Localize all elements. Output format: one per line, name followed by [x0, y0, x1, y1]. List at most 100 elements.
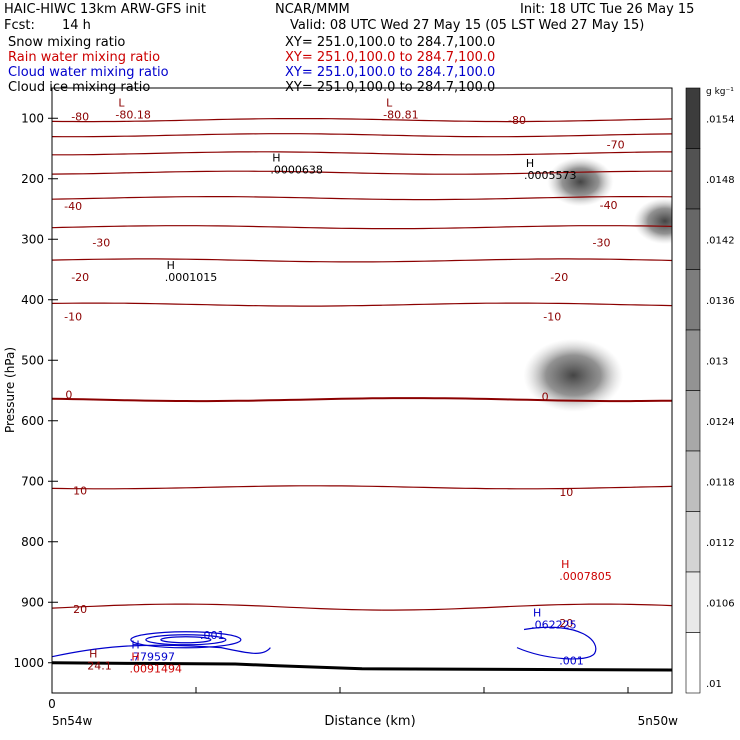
colorbar-swatch — [685, 511, 701, 573]
extremum-mark: H — [526, 157, 534, 170]
snow-mixing-blob — [547, 157, 614, 207]
field-xy-cloud-water: XY= 251.0,100.0 to 284.7,100.0 — [285, 65, 496, 80]
plot-title: HAIC-HIWC 13km ARW-GFS init — [4, 2, 206, 17]
x-start-label: 5n54w — [52, 714, 93, 728]
field-xy-snow: XY= 251.0,100.0 to 284.7,100.0 — [285, 35, 496, 50]
y-tick-label: 700 — [21, 474, 44, 488]
snow-mixing-blob — [523, 338, 624, 412]
snow-mixing-blob — [633, 198, 672, 245]
forecast-label: Fcst: — [4, 18, 35, 33]
cloud-water-contour — [145, 634, 227, 646]
colorbar-tick-label: .01 — [706, 679, 722, 690]
x-end-label: 5n50w — [638, 714, 679, 728]
extremum-mark: H — [533, 606, 541, 619]
colorbar-tick-label: .0142 — [706, 235, 735, 246]
init-time: Init: 18 UTC Tue 26 May 15 — [520, 2, 695, 17]
contour-label: -10 — [64, 311, 82, 324]
temperature-contour — [52, 151, 672, 156]
extremum-value: .0091494 — [130, 663, 183, 676]
field-label-rain: Rain water mixing ratio — [8, 50, 161, 65]
contour-label: -10 — [543, 311, 561, 324]
contour-label: 10 — [559, 486, 573, 499]
cloud-water-contour — [516, 626, 597, 660]
temperature-contour — [52, 603, 672, 611]
colorbar-tick-label: .013 — [706, 356, 728, 367]
colorbar-unit: g kg⁻¹ — [706, 87, 734, 97]
y-tick-label: 300 — [21, 232, 44, 246]
extremum-value: .062225 — [531, 618, 577, 631]
extremum-mark: H — [561, 558, 569, 571]
colorbar-tick-label: .0154 — [706, 114, 735, 125]
y-axis-label: Pressure (hPa) — [3, 347, 17, 433]
extremum-value: -80.81 — [383, 108, 418, 121]
contour-label: -20 — [550, 271, 568, 284]
y-tick-label: 900 — [21, 595, 44, 609]
valid-time: Valid: 08 UTC Wed 27 May 15 (05 LST Wed … — [290, 18, 645, 33]
temperature-contour — [52, 225, 672, 230]
field-label-cloud-water: Cloud water mixing ratio — [8, 65, 169, 80]
field-label-snow: Snow mixing ratio — [8, 35, 126, 50]
extremum-value: .0001015 — [165, 271, 218, 284]
forecast-hours: 14 h — [62, 18, 91, 33]
extremum-value: .0007805 — [559, 570, 612, 583]
temperature-contour — [52, 133, 672, 138]
colorbar-swatch — [685, 450, 701, 512]
colorbar-swatch — [685, 329, 701, 391]
contour-label: -40 — [600, 199, 618, 212]
contour-label: 20 — [73, 603, 87, 616]
y-tick-label: 600 — [21, 414, 44, 428]
colorbar-tick-label: .0124 — [706, 417, 735, 428]
plot-frame — [51, 87, 673, 694]
extremum-mark: H — [131, 639, 139, 652]
y-tick-label: 200 — [21, 172, 44, 186]
extremum-value: 24.1 — [87, 660, 112, 673]
y-tick-label: 500 — [21, 353, 44, 367]
colorbar-swatch — [685, 87, 701, 149]
cloud-water-label: .001 — [200, 629, 225, 642]
y-tick-label: 1000 — [13, 656, 44, 670]
colorbar-tick-label: .0148 — [706, 175, 735, 186]
org-label: NCAR/MMM — [275, 2, 350, 17]
colorbar-swatch — [685, 269, 701, 331]
cloud-water-label: .001 — [559, 655, 584, 668]
x-tick-label: 0 — [48, 697, 56, 711]
contour-label: 20 — [559, 617, 573, 630]
contour-label: -80 — [71, 110, 89, 123]
extremum-value: .0005573 — [524, 169, 577, 182]
temperature-contour — [52, 196, 672, 201]
extremum-value: -80.18 — [115, 108, 150, 121]
extremum-value: .779597 — [130, 651, 176, 664]
colorbar-swatch — [685, 390, 701, 452]
temperature-contour — [52, 170, 672, 175]
temperature-contour — [52, 397, 672, 403]
extremum-mark: H — [131, 651, 139, 664]
colorbar-tick-label: .0112 — [706, 538, 735, 549]
extremum-mark: L — [118, 96, 125, 109]
colorbar-swatch — [685, 148, 701, 210]
extremum-mark: L — [386, 96, 393, 109]
contour-label: 10 — [73, 484, 87, 497]
contour-label: 0 — [542, 391, 549, 404]
extremum-mark: H — [89, 648, 97, 661]
cloud-water-contour — [160, 636, 212, 644]
colorbar-swatch — [685, 632, 701, 694]
y-tick-label: 100 — [21, 111, 44, 125]
colorbar-swatch — [685, 571, 701, 633]
temperature-contour — [52, 302, 672, 307]
contour-label: -30 — [593, 236, 611, 249]
contour-label: -30 — [92, 236, 110, 249]
contour-label: -70 — [607, 138, 625, 151]
extremum-value: .0000638 — [270, 163, 323, 176]
cloud-water-contour — [130, 631, 242, 649]
colorbar-tick-label: .0118 — [706, 477, 735, 488]
cloud-water-contour — [52, 644, 271, 658]
colorbar-swatch — [685, 208, 701, 270]
colorbar-tick-label: .0106 — [706, 598, 735, 609]
colorbar-tick-label: .0136 — [706, 296, 735, 307]
extremum-mark: H — [167, 259, 175, 272]
y-tick-label: 400 — [21, 293, 44, 307]
extremum-mark: H — [272, 151, 280, 164]
temperature-contour — [52, 118, 672, 123]
y-tick-label: 800 — [21, 535, 44, 549]
